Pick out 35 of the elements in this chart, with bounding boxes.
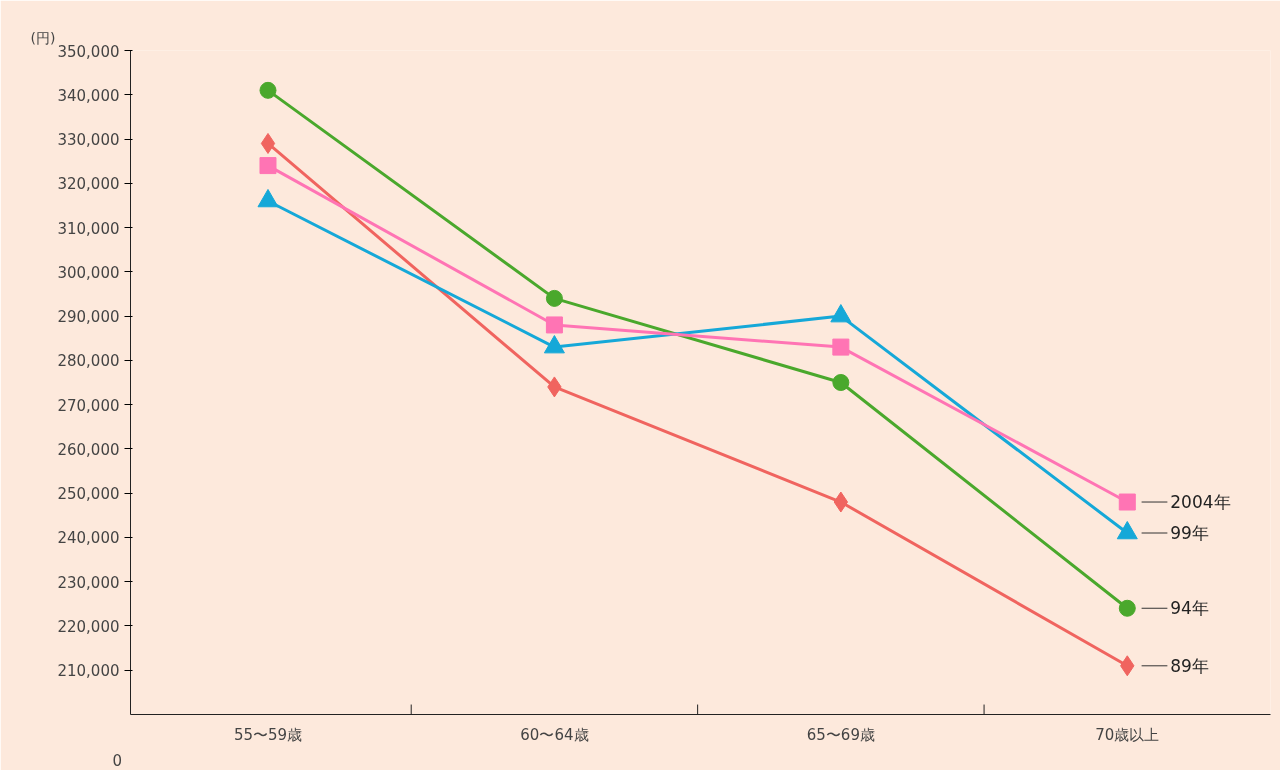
text: 89年 — [1170, 655, 1209, 676]
y-axis-title: (円) — [30, 29, 56, 46]
x-tick-label: 55〜59歳 — [233, 725, 303, 744]
point — [833, 491, 849, 513]
y-tick-label: 240,000 — [57, 529, 120, 548]
x-tick-label: 65〜69歳 — [806, 725, 875, 744]
y-tick-label: 330,000 — [57, 131, 120, 150]
point — [832, 338, 850, 356]
y-tick-label: 260,000 — [57, 440, 120, 459]
y-tick-label: 320,000 — [57, 175, 120, 194]
y-tick-label: 300,000 — [57, 263, 120, 282]
y-tick-label: 340,000 — [57, 86, 120, 105]
point — [1118, 493, 1136, 511]
point — [545, 289, 563, 307]
text: 0 — [112, 751, 123, 770]
x-tick-label: 60〜64歳 — [520, 725, 589, 744]
point — [260, 132, 276, 154]
point — [259, 157, 277, 175]
point — [545, 316, 563, 334]
y-tick-label: 210,000 — [57, 662, 120, 681]
y-tick-label: 310,000 — [57, 219, 120, 238]
point — [259, 81, 277, 99]
y-tick-label: 250,000 — [57, 485, 120, 504]
y-tick-label: 350,000 — [57, 42, 120, 61]
y-tick-label: 220,000 — [57, 617, 120, 636]
text: 94年 — [1170, 598, 1209, 619]
y-tick-label: 270,000 — [57, 396, 120, 415]
y-tick-label: 290,000 — [57, 308, 120, 327]
point — [1118, 599, 1136, 617]
point — [832, 374, 850, 391]
text: 2004年 — [1170, 492, 1231, 513]
series-label: 99年 — [1170, 523, 1209, 544]
y-tick-label: 230,000 — [57, 573, 120, 592]
x-tick-label: 70歳以上 — [1095, 725, 1160, 744]
y-tick-label: 280,000 — [57, 352, 120, 371]
